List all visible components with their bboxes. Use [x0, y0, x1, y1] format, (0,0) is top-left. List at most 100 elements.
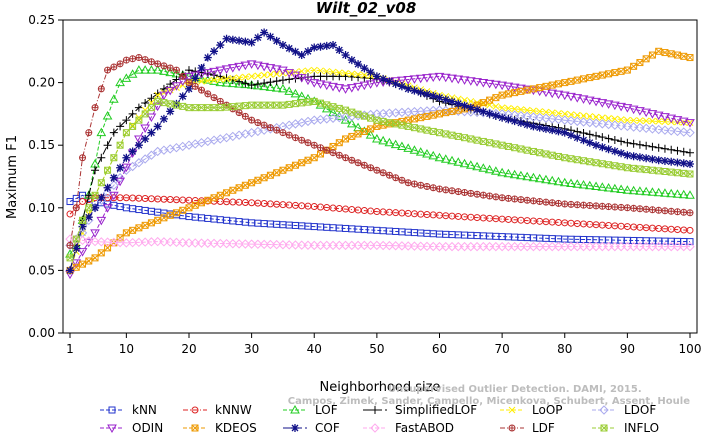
series-point — [484, 241, 495, 252]
series-INFLO — [66, 97, 694, 262]
series-point — [91, 166, 100, 175]
series-point — [610, 241, 620, 252]
series-point — [598, 114, 606, 122]
series-point — [572, 241, 582, 252]
series-point — [240, 61, 251, 71]
series-point — [379, 169, 387, 177]
series-point — [653, 241, 664, 252]
legend-marker — [191, 424, 199, 432]
series-point — [391, 79, 400, 88]
series-line — [69, 69, 691, 271]
series-point — [567, 111, 575, 118]
series-point — [591, 181, 601, 191]
series-point — [454, 99, 463, 108]
series-point — [134, 103, 143, 112]
series-point — [152, 236, 163, 247]
legend-label: FastABOD — [395, 421, 454, 434]
series-point — [529, 197, 537, 205]
series-point — [566, 178, 576, 188]
series-point — [466, 241, 476, 252]
series-point — [241, 112, 249, 120]
legend-marker — [508, 424, 516, 432]
series-point — [235, 184, 243, 192]
series-point — [511, 105, 518, 113]
series-point — [553, 90, 564, 100]
series-point — [79, 260, 87, 268]
legend-label: LOF — [315, 403, 338, 417]
series-point — [529, 122, 538, 131]
series-point — [686, 148, 694, 157]
x-axis-label: Neighborhood size — [320, 380, 441, 395]
series-point — [248, 116, 256, 124]
series-point — [523, 196, 531, 204]
series-point — [66, 198, 74, 206]
series-point — [479, 107, 488, 116]
series-point — [648, 206, 656, 214]
series-point — [641, 108, 652, 118]
series-point — [560, 241, 570, 252]
series-point — [473, 190, 481, 198]
series-point — [648, 155, 657, 164]
series-point — [497, 81, 507, 91]
series-point — [240, 239, 251, 249]
series-point — [422, 74, 432, 83]
series-point — [441, 241, 451, 252]
series-point — [403, 75, 414, 85]
series-point — [498, 194, 506, 202]
series-point — [660, 188, 670, 197]
legend-label: LDOF — [624, 403, 656, 417]
series-point — [517, 106, 525, 113]
y-tick-label: 0.00 — [28, 326, 55, 340]
series-point — [335, 151, 343, 159]
series-point — [317, 150, 325, 158]
series-point — [485, 109, 494, 118]
series-point — [209, 76, 219, 85]
series-point — [585, 241, 595, 252]
series-point — [616, 102, 626, 112]
series-point — [547, 114, 557, 124]
series-point — [660, 144, 669, 153]
series-point — [297, 240, 307, 250]
series-point — [404, 122, 412, 130]
series-point — [216, 76, 224, 83]
series-point — [459, 76, 470, 85]
series-point — [547, 175, 558, 185]
series-point — [146, 113, 157, 123]
series-point — [561, 200, 569, 208]
legend-marker — [108, 406, 116, 414]
series-point — [166, 107, 175, 116]
series-point — [585, 117, 595, 128]
series-point — [310, 66, 318, 74]
series-point — [510, 117, 519, 126]
series-point — [492, 94, 500, 102]
x-tick-label: 20 — [181, 342, 196, 356]
series-point — [635, 122, 645, 133]
y-tick-label: 0.05 — [28, 263, 55, 277]
series-point — [641, 123, 651, 134]
series-point — [566, 116, 576, 126]
series-point — [503, 82, 514, 92]
series-point — [240, 129, 251, 139]
legend-item: LDOF — [592, 403, 656, 417]
series-point — [71, 259, 82, 268]
legend-label: ODIN — [132, 421, 163, 434]
series-point — [72, 235, 80, 243]
series-point — [304, 139, 312, 147]
series-point — [609, 183, 620, 193]
series-point — [140, 154, 150, 164]
series-point — [547, 241, 557, 252]
series-point — [128, 147, 137, 156]
series-point — [534, 112, 545, 123]
series-point — [310, 43, 319, 52]
series-point — [415, 241, 426, 251]
series-point — [90, 229, 100, 238]
series-point — [667, 145, 676, 154]
series-point — [103, 141, 112, 150]
series-point — [611, 203, 619, 211]
series-point — [378, 135, 388, 145]
series-point — [222, 34, 231, 43]
series-point — [259, 239, 269, 250]
series-point — [246, 127, 257, 138]
series-point — [459, 158, 470, 168]
series-point — [685, 241, 695, 252]
